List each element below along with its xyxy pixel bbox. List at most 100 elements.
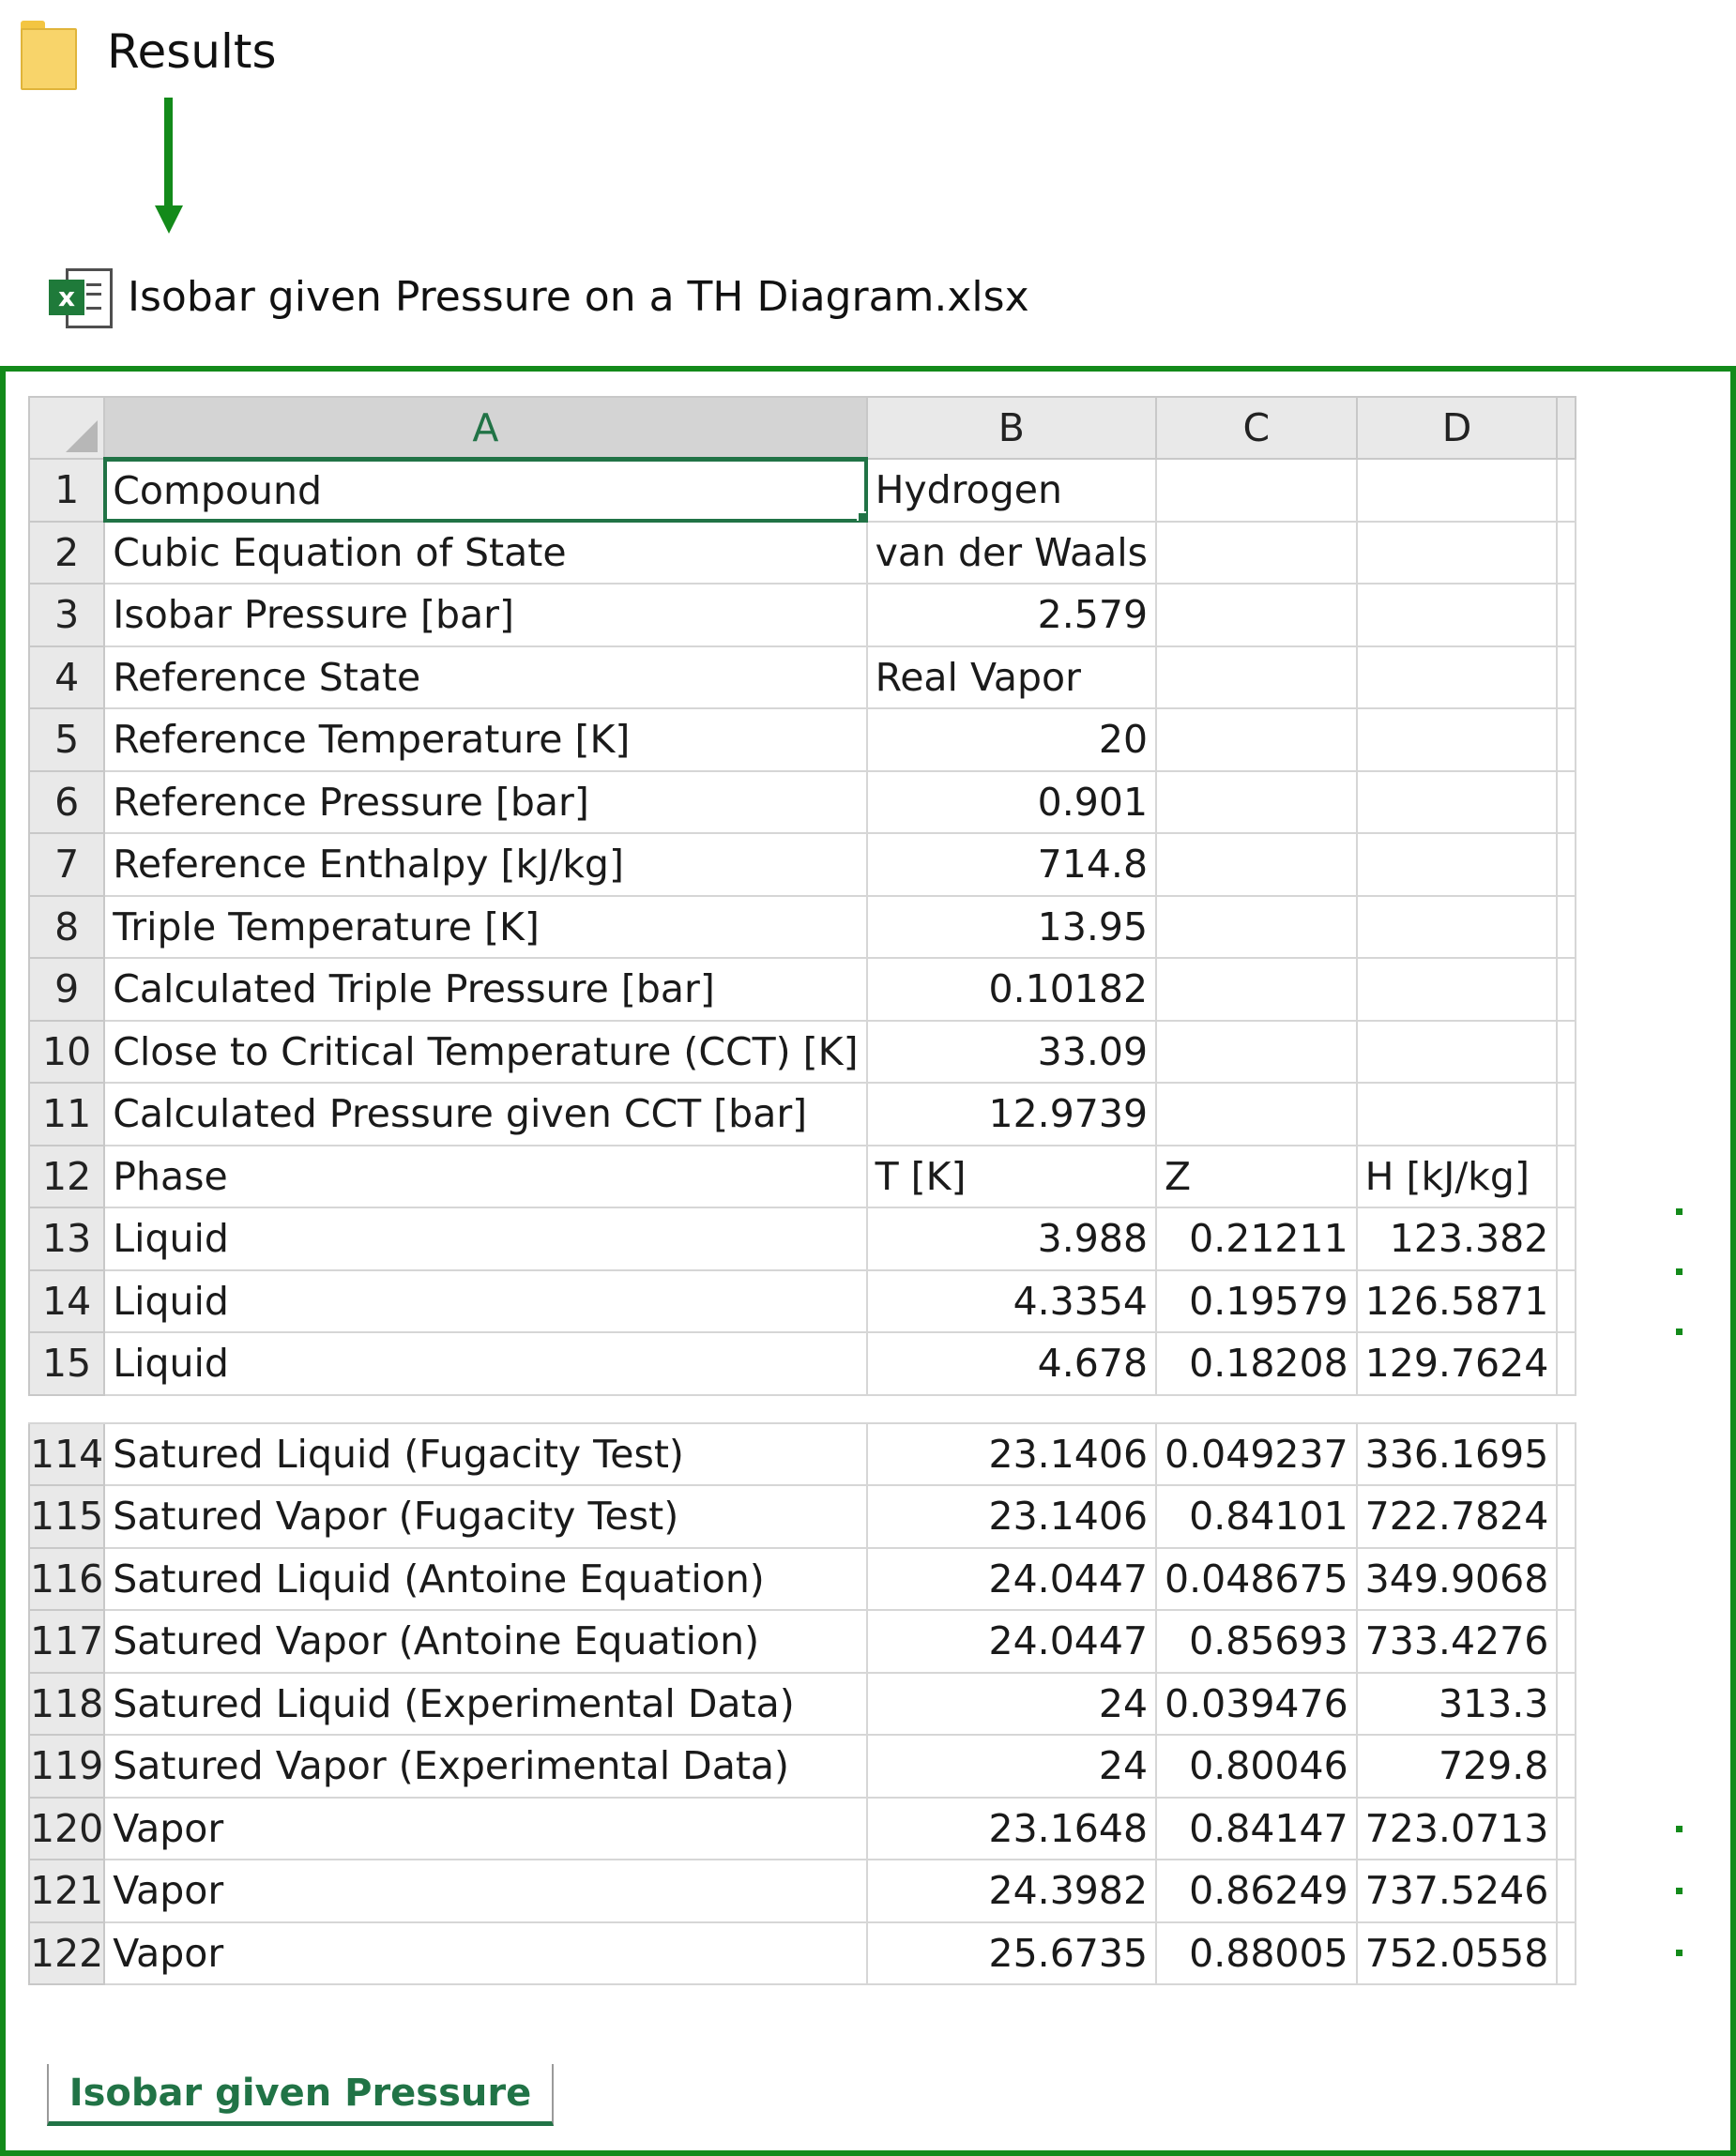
sheet-tab-isobar-given-pressure[interactable]: Isobar given Pressure (47, 2064, 554, 2126)
cell-e[interactable] (1556, 707, 1577, 772)
cell-c[interactable] (1155, 707, 1358, 772)
cell-d[interactable]: 126.5871 (1355, 1268, 1559, 1333)
cell-e[interactable] (1556, 583, 1577, 647)
cell-a[interactable]: Satured Liquid (Experimental Data) (103, 1671, 868, 1736)
cell-e[interactable] (1556, 1734, 1577, 1799)
cell-d[interactable] (1355, 957, 1559, 1022)
cell-d[interactable]: 123.382 (1355, 1207, 1559, 1271)
cell-b[interactable]: 0.901 (865, 769, 1158, 834)
cell-b[interactable]: 2.579 (865, 583, 1158, 647)
cell-e[interactable] (1556, 1019, 1577, 1084)
row-header[interactable]: 120 (27, 1796, 106, 1860)
cell-b[interactable]: 24.0447 (865, 1546, 1158, 1611)
cell-d[interactable]: 722.7824 (1355, 1484, 1559, 1549)
row-header[interactable]: 7 (27, 832, 106, 897)
cell-a[interactable]: Isobar Pressure [bar] (103, 583, 868, 647)
cell-e[interactable] (1556, 1268, 1577, 1333)
cell-e[interactable] (1556, 1546, 1577, 1611)
cell-d[interactable]: 336.1695 (1355, 1421, 1559, 1486)
cell-c[interactable]: 0.049237 (1155, 1421, 1358, 1486)
cell-d[interactable] (1355, 520, 1559, 585)
cell-d[interactable]: 313.3 (1355, 1671, 1559, 1736)
cell-d[interactable] (1355, 832, 1559, 897)
results-folder[interactable]: Results (21, 9, 277, 94)
cell-b[interactable]: van der Waals (865, 520, 1158, 585)
column-header-c[interactable]: C (1155, 396, 1358, 460)
cell-d[interactable]: H [kJ/kg] (1355, 1144, 1559, 1208)
cell-c[interactable] (1155, 458, 1358, 523)
row-header[interactable]: 13 (27, 1207, 106, 1271)
cell-c[interactable] (1155, 645, 1358, 709)
cell-d[interactable] (1355, 894, 1559, 959)
row-header[interactable]: 12 (27, 1144, 106, 1208)
row-header[interactable]: 10 (27, 1019, 106, 1084)
cell-c[interactable]: 0.18208 (1155, 1331, 1358, 1396)
cell-d[interactable]: 349.9068 (1355, 1546, 1559, 1611)
cell-e[interactable] (1556, 1082, 1577, 1146)
cell-d[interactable]: 723.0713 (1355, 1796, 1559, 1860)
cell-c[interactable]: 0.88005 (1155, 1921, 1358, 1985)
row-header[interactable]: 116 (27, 1546, 106, 1611)
cell-a[interactable]: Calculated Pressure given CCT [bar] (103, 1082, 868, 1146)
column-header-d[interactable]: D (1355, 396, 1559, 460)
row-header[interactable]: 118 (27, 1671, 106, 1736)
cell-d[interactable] (1355, 1019, 1559, 1084)
cell-b[interactable]: 25.6735 (865, 1921, 1158, 1985)
cell-a[interactable]: Liquid (103, 1268, 868, 1333)
fill-handle[interactable] (856, 510, 865, 520)
cell-b[interactable]: 4.3354 (865, 1268, 1158, 1333)
cell-c[interactable]: 0.85693 (1155, 1609, 1358, 1674)
cell-e[interactable] (1556, 957, 1577, 1022)
cell-a[interactable]: Cubic Equation of State (103, 520, 868, 585)
cell-d[interactable]: 729.8 (1355, 1734, 1559, 1799)
cell-a[interactable]: Reference Pressure [bar] (103, 769, 868, 834)
row-header[interactable]: 8 (27, 894, 106, 959)
cell-c[interactable]: 0.048675 (1155, 1546, 1358, 1611)
cell-c[interactable] (1155, 1019, 1358, 1084)
cell-a[interactable]: Triple Temperature [K] (103, 894, 868, 959)
cell-c[interactable] (1155, 583, 1358, 647)
row-header[interactable]: 11 (27, 1082, 106, 1146)
cell-a[interactable]: Vapor (103, 1859, 868, 1923)
cell-d[interactable]: 733.4276 (1355, 1609, 1559, 1674)
cell-e[interactable] (1556, 769, 1577, 834)
cell-c[interactable]: 0.19579 (1155, 1268, 1358, 1333)
cell-b[interactable]: Real Vapor (865, 645, 1158, 709)
cell-d[interactable]: 737.5246 (1355, 1859, 1559, 1923)
column-header-b[interactable]: B (865, 396, 1158, 460)
cell-e[interactable] (1556, 1609, 1577, 1674)
row-header[interactable]: 119 (27, 1734, 106, 1799)
cell-d[interactable] (1355, 458, 1559, 523)
cell-b[interactable]: 24.0447 (865, 1609, 1158, 1674)
cell-c[interactable] (1155, 832, 1358, 897)
cell-a[interactable]: Liquid (103, 1331, 868, 1396)
cell-d[interactable] (1355, 583, 1559, 647)
cell-a[interactable]: Reference Temperature [K] (103, 707, 868, 772)
cell-b[interactable]: 714.8 (865, 832, 1158, 897)
cell-b[interactable]: Hydrogen (865, 458, 1158, 523)
cell-e[interactable] (1556, 1484, 1577, 1549)
cell-d[interactable] (1355, 1082, 1559, 1146)
row-header[interactable]: 4 (27, 645, 106, 709)
cell-b[interactable]: 23.1406 (865, 1421, 1158, 1486)
cell-c[interactable] (1155, 1082, 1358, 1146)
cell-a[interactable]: Reference Enthalpy [kJ/kg] (103, 832, 868, 897)
cell-d[interactable]: 129.7624 (1355, 1331, 1559, 1396)
cell-b[interactable]: T [K] (865, 1144, 1158, 1208)
cell-c[interactable]: 0.86249 (1155, 1859, 1358, 1923)
cell-a[interactable]: Satured Vapor (Experimental Data) (103, 1734, 868, 1799)
cell-e[interactable] (1556, 520, 1577, 585)
cell-b[interactable]: 23.1406 (865, 1484, 1158, 1549)
cell-b[interactable]: 20 (865, 707, 1158, 772)
column-header-e[interactable] (1556, 396, 1577, 460)
cell-a[interactable]: Reference State (103, 645, 868, 709)
cell-e[interactable] (1556, 645, 1577, 709)
cell-c[interactable] (1155, 769, 1358, 834)
cell-c[interactable]: Z (1155, 1144, 1358, 1208)
cell-b[interactable]: 24 (865, 1671, 1158, 1736)
cell-a[interactable]: Vapor (103, 1796, 868, 1860)
cell-c[interactable]: 0.039476 (1155, 1671, 1358, 1736)
cell-e[interactable] (1556, 458, 1577, 523)
cell-e[interactable] (1556, 1421, 1577, 1486)
row-header[interactable]: 117 (27, 1609, 106, 1674)
